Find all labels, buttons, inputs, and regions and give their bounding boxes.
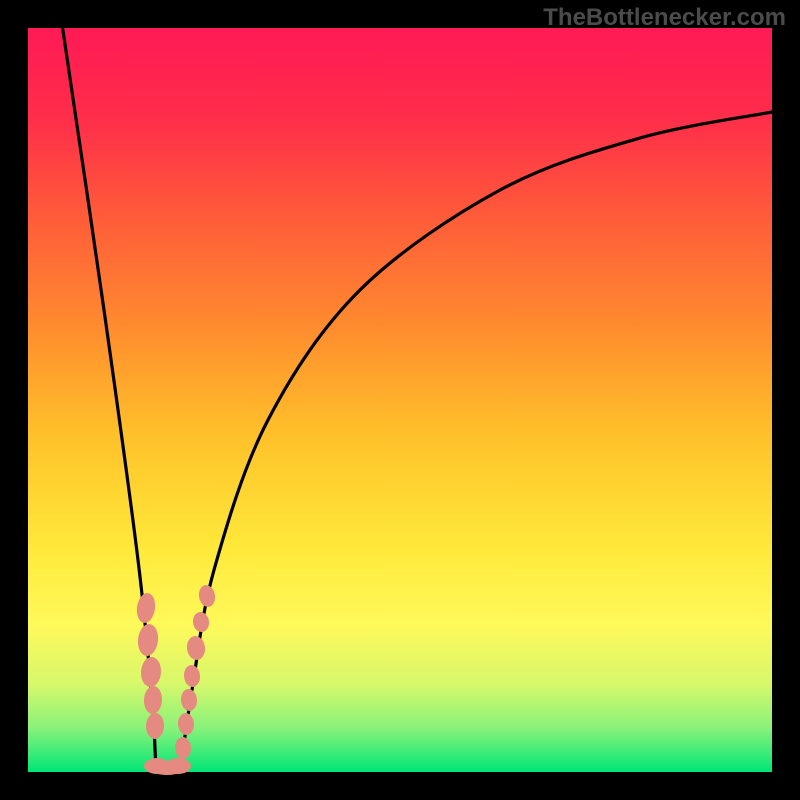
chart-frame: TheBottlenecker.com: [0, 0, 800, 800]
watermark-text: TheBottlenecker.com: [543, 4, 786, 32]
plot-area: [28, 28, 772, 772]
